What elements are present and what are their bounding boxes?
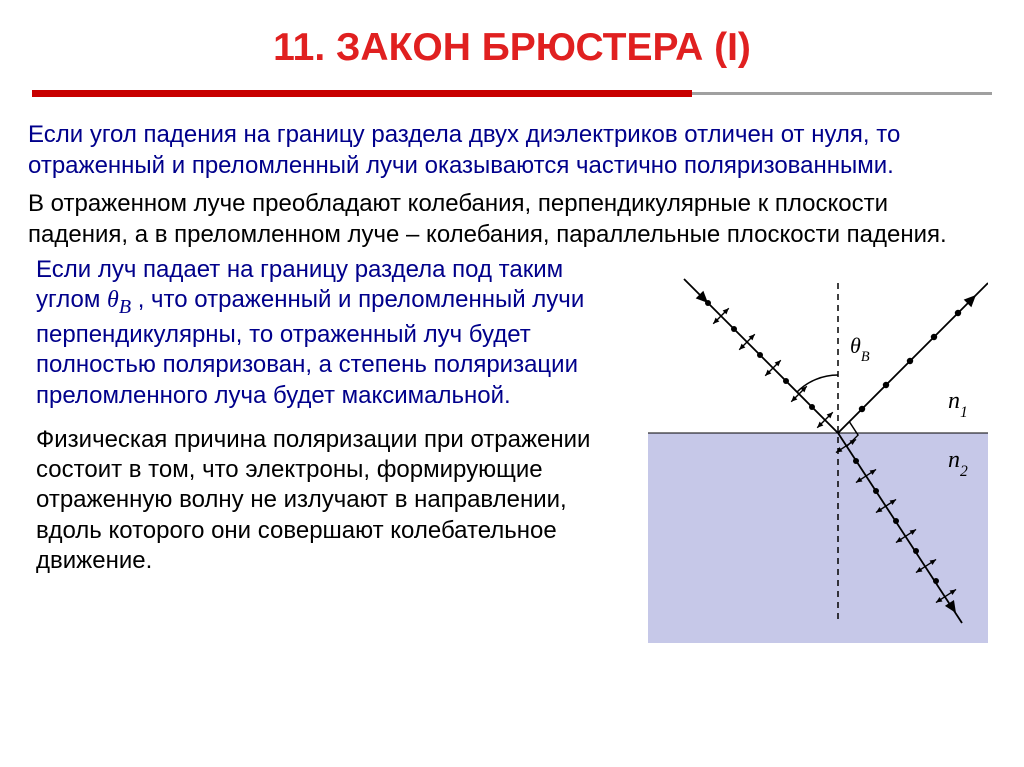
- paragraph-4-text: Физическая причина поляризации при отраж…: [36, 426, 590, 574]
- theta-sub: B: [119, 296, 131, 318]
- paragraph-1-text: Если угол падения на границу раздела дву…: [28, 121, 900, 179]
- left-column: Если луч падает на границу раздела под т…: [36, 255, 630, 576]
- divider-thick: [32, 90, 692, 97]
- diagram-column: n1n2θВ: [638, 255, 998, 576]
- paragraph-1: Если угол падения на границу раздела дву…: [0, 116, 1024, 185]
- slide-title: 11. ЗАКОН БРЮСТЕРА (I): [0, 0, 1024, 80]
- paragraph-2: В отраженном луче преобладают колебания,…: [0, 185, 1024, 254]
- svg-text:n1: n1: [948, 388, 968, 421]
- paragraph-3-comma: ,: [131, 286, 151, 313]
- paragraph-4: Физическая причина поляризации при отраж…: [36, 411, 630, 576]
- svg-text:θВ: θВ: [850, 333, 870, 365]
- paragraph-2-text: В отраженном луче преобладают колебания,…: [28, 190, 947, 248]
- title-divider: [32, 88, 992, 98]
- theta-symbol: θ: [107, 287, 119, 313]
- content-row: Если луч падает на границу раздела под т…: [0, 255, 1024, 576]
- paragraph-3: Если луч падает на границу раздела под т…: [36, 255, 630, 411]
- brewster-diagram: n1n2θВ: [648, 263, 988, 643]
- title-text: 11. ЗАКОН БРЮСТЕРА (I): [273, 26, 751, 69]
